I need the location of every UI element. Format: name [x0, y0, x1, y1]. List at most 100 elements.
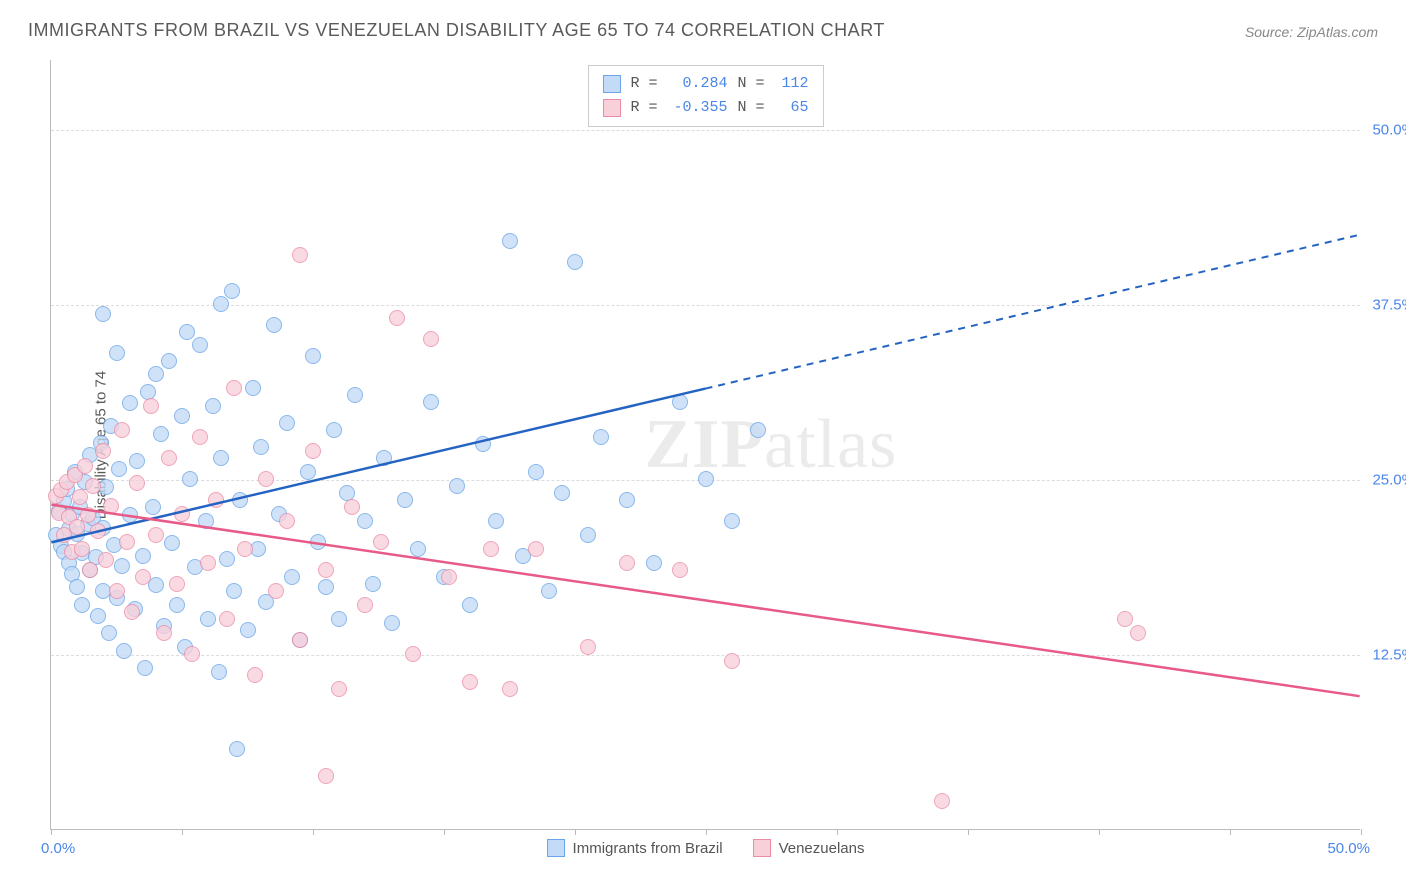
- scatter-point: [237, 541, 253, 557]
- scatter-point: [135, 569, 151, 585]
- scatter-point: [182, 471, 198, 487]
- series-label-brazil: Immigrants from Brazil: [573, 840, 723, 857]
- scatter-point: [103, 498, 119, 514]
- scatter-point: [423, 394, 439, 410]
- scatter-point: [1117, 611, 1133, 627]
- scatter-point: [135, 548, 151, 564]
- scatter-point: [77, 458, 93, 474]
- scatter-point: [410, 541, 426, 557]
- scatter-point: [119, 534, 135, 550]
- n-value-venezuelans: 65: [775, 96, 809, 120]
- scatter-point: [122, 395, 138, 411]
- scatter-point: [174, 408, 190, 424]
- scatter-point: [724, 513, 740, 529]
- scatter-point: [153, 426, 169, 442]
- scatter-point: [357, 597, 373, 613]
- y-tick-label: 12.5%: [1365, 647, 1406, 664]
- legend-correlation: R = 0.284 N = 112 R = -0.355 N = 65: [587, 65, 823, 127]
- scatter-point: [116, 643, 132, 659]
- scatter-point: [247, 667, 263, 683]
- scatter-point: [292, 247, 308, 263]
- scatter-point: [226, 380, 242, 396]
- scatter-point: [502, 681, 518, 697]
- scatter-point: [109, 583, 125, 599]
- scatter-point: [449, 478, 465, 494]
- x-axis-label-max: 50.0%: [1327, 840, 1370, 857]
- scatter-point: [384, 615, 400, 631]
- scatter-point: [554, 485, 570, 501]
- r-value-venezuelans: -0.355: [668, 96, 728, 120]
- scatter-point: [1130, 625, 1146, 641]
- scatter-point: [192, 337, 208, 353]
- scatter-point: [74, 597, 90, 613]
- scatter-point: [164, 535, 180, 551]
- scatter-point: [331, 681, 347, 697]
- scatter-point: [184, 646, 200, 662]
- scatter-point: [253, 439, 269, 455]
- scatter-point: [200, 611, 216, 627]
- scatter-point: [82, 562, 98, 578]
- scatter-point: [373, 534, 389, 550]
- scatter-point: [219, 551, 235, 567]
- scatter-point: [192, 429, 208, 445]
- scatter-point: [567, 254, 583, 270]
- scatter-point: [357, 513, 373, 529]
- scatter-point: [161, 450, 177, 466]
- scatter-point: [502, 233, 518, 249]
- scatter-point: [109, 345, 125, 361]
- scatter-point: [179, 324, 195, 340]
- series-label-venezuelans: Venezuelans: [779, 840, 865, 857]
- scatter-point: [74, 541, 90, 557]
- swatch-brazil: [602, 75, 620, 93]
- n-label: N =: [738, 96, 765, 120]
- scatter-point: [90, 608, 106, 624]
- scatter-point: [389, 310, 405, 326]
- scatter-point: [310, 534, 326, 550]
- scatter-point: [213, 450, 229, 466]
- scatter-point: [145, 499, 161, 515]
- legend-item-brazil: Immigrants from Brazil: [547, 839, 723, 857]
- scatter-point: [397, 492, 413, 508]
- scatter-point: [169, 576, 185, 592]
- scatter-point: [268, 583, 284, 599]
- scatter-point: [219, 611, 235, 627]
- scatter-point: [441, 569, 457, 585]
- scatter-point: [85, 478, 101, 494]
- x-axis-label-min: 0.0%: [41, 840, 75, 857]
- scatter-point: [528, 464, 544, 480]
- scatter-point: [318, 579, 334, 595]
- scatter-point: [137, 660, 153, 676]
- scatter-point: [95, 306, 111, 322]
- r-label: R =: [630, 96, 657, 120]
- scatter-point: [205, 398, 221, 414]
- scatter-point: [143, 398, 159, 414]
- trend-lines: [51, 60, 1360, 829]
- swatch-venezuelans: [602, 99, 620, 117]
- n-value-brazil: 112: [775, 72, 809, 96]
- scatter-point: [80, 507, 96, 523]
- scatter-point: [318, 562, 334, 578]
- scatter-point: [593, 429, 609, 445]
- scatter-point: [724, 653, 740, 669]
- scatter-point: [111, 461, 127, 477]
- y-tick-label: 37.5%: [1365, 297, 1406, 314]
- scatter-point: [541, 583, 557, 599]
- scatter-point: [114, 558, 130, 574]
- y-tick-label: 50.0%: [1365, 122, 1406, 139]
- scatter-point: [462, 674, 478, 690]
- legend-row-venezuelans: R = -0.355 N = 65: [602, 96, 808, 120]
- scatter-point: [169, 597, 185, 613]
- scatter-point: [300, 464, 316, 480]
- scatter-point: [750, 422, 766, 438]
- n-label: N =: [738, 72, 765, 96]
- scatter-point: [148, 527, 164, 543]
- scatter-point: [672, 562, 688, 578]
- legend-item-venezuelans: Venezuelans: [753, 839, 865, 857]
- swatch-venezuelans-icon: [753, 839, 771, 857]
- scatter-point: [292, 632, 308, 648]
- scatter-point: [646, 555, 662, 571]
- scatter-point: [213, 296, 229, 312]
- scatter-point: [245, 380, 261, 396]
- scatter-point: [934, 793, 950, 809]
- scatter-point: [284, 569, 300, 585]
